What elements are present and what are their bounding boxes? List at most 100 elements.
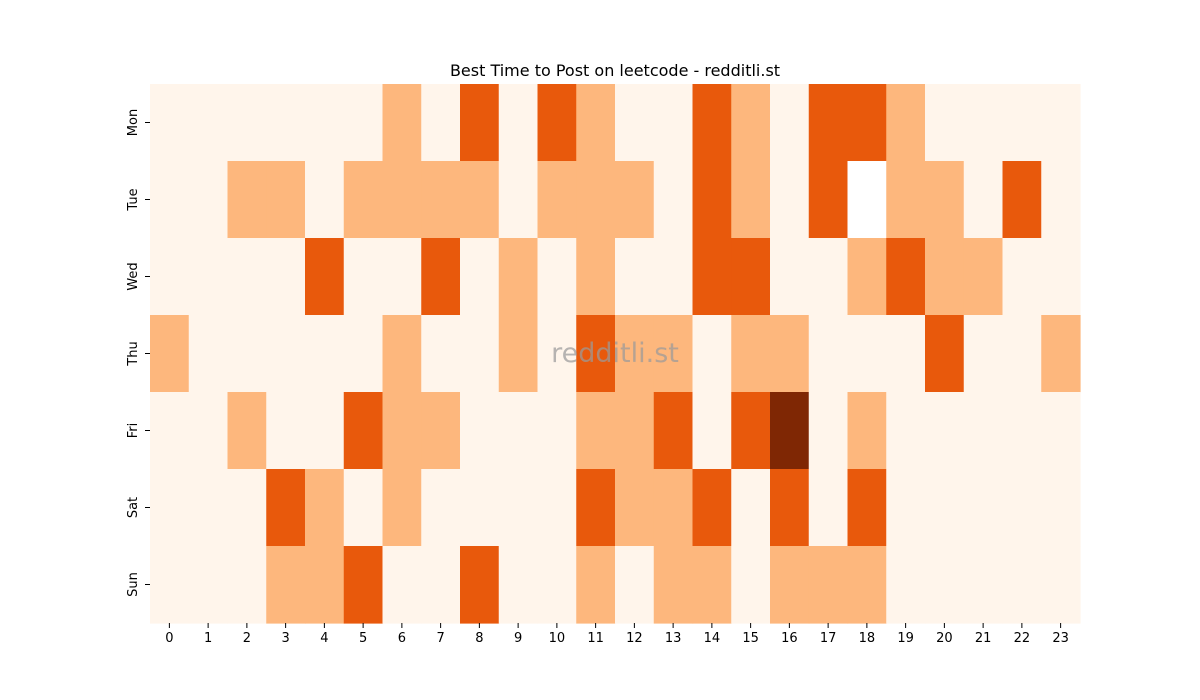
x-tick-label: 2: [243, 631, 251, 646]
heatmap-cell: [770, 161, 810, 239]
heatmap-cell: [770, 84, 810, 162]
heatmap-cell: [847, 546, 887, 624]
heatmap-cell: [498, 161, 539, 239]
heatmap-cell: [227, 161, 267, 239]
heatmap-cell: [731, 315, 771, 393]
x-tick-label: 12: [626, 631, 643, 646]
heatmap-cell: [382, 392, 422, 470]
y-tick-label: Thu: [126, 341, 141, 366]
heatmap-cell: [963, 315, 1004, 393]
heatmap-cell: [421, 392, 461, 470]
heatmap-cell: [305, 546, 345, 624]
heatmap-cell: [382, 469, 422, 547]
heatmap-cell: [460, 546, 500, 624]
heatmap-cell: [537, 469, 577, 547]
heatmap-cell: [886, 315, 926, 393]
heatmap-cell: [421, 84, 461, 162]
heatmap-cell: [498, 469, 539, 547]
heatmap-cell: [615, 238, 655, 316]
x-tick-label: 13: [665, 631, 682, 646]
heatmap-cell: [188, 546, 229, 624]
heatmap-cell: [576, 546, 616, 624]
x-tick-label: 21: [975, 631, 992, 646]
heatmap-cell: [460, 238, 500, 316]
heatmap-cell: [615, 392, 655, 470]
heatmap-cell: [963, 161, 1004, 239]
heatmap-cell: [150, 84, 190, 162]
heatmap-cell: [653, 84, 694, 162]
heatmap-cell: [886, 469, 926, 547]
heatmap-cell: [692, 315, 732, 393]
watermark-text: redditli.st: [551, 338, 679, 369]
y-axis-ticks: Mon Tue Wed Thu Fri Sat Sun: [126, 109, 150, 597]
heatmap-cell: [188, 161, 229, 239]
y-tick-label: Sun: [126, 572, 141, 597]
heatmap-cell: [886, 392, 926, 470]
heatmap-cell: [266, 84, 306, 162]
heatmap-cell: [150, 161, 190, 239]
heatmap-cell: [1002, 161, 1042, 239]
heatmap-cell: [731, 469, 771, 547]
x-tick-label: 14: [704, 631, 721, 646]
heatmap-cell: [188, 469, 229, 547]
heatmap-cell: [421, 161, 461, 239]
heatmap-cell: [770, 238, 810, 316]
heatmap-cell: [963, 84, 1004, 162]
heatmap-cell: [770, 392, 810, 470]
heatmap-cell: [615, 315, 655, 393]
x-tick-label: 17: [820, 631, 837, 646]
heatmap-cell: [808, 238, 849, 316]
heatmap-cell: [731, 238, 771, 316]
heatmap-cell: [731, 546, 771, 624]
heatmap-cell: [460, 161, 500, 239]
heatmap-cell: [576, 469, 616, 547]
heatmap-cell: [343, 392, 384, 470]
heatmap-cell: [963, 469, 1004, 547]
heatmap-cell: [537, 238, 577, 316]
heatmap-cell: [1002, 392, 1042, 470]
heatmap-cell: [615, 84, 655, 162]
heatmap-cell: [227, 315, 267, 393]
heatmap-cell: [886, 546, 926, 624]
heatmap-cell: [808, 469, 849, 547]
heatmap-cell: [266, 469, 306, 547]
heatmap-cell: [460, 84, 500, 162]
x-tick-label: 11: [587, 631, 604, 646]
heatmap-cell: [227, 238, 267, 316]
heatmap-cell: [692, 392, 732, 470]
heatmap-cell: [150, 315, 190, 393]
heatmap-cell: [343, 315, 384, 393]
heatmap-cell: [1041, 546, 1081, 624]
heatmap-cell: [847, 315, 887, 393]
heatmap-cell: [537, 84, 577, 162]
heatmap-cell: [576, 315, 616, 393]
x-tick-label: 3: [281, 631, 289, 646]
heatmap-cell: [343, 546, 384, 624]
heatmap-cell: [421, 238, 461, 316]
heatmap-cell: [1041, 315, 1081, 393]
heatmap-cell: [266, 238, 306, 316]
x-tick-label: 6: [398, 631, 406, 646]
heatmap-cell: [770, 315, 810, 393]
heatmap-cell: [692, 546, 732, 624]
heatmap-cell: [227, 392, 267, 470]
heatmap-cell: [537, 546, 577, 624]
heatmap-cell: [305, 469, 345, 547]
heatmap-cell: [1002, 84, 1042, 162]
heatmap-cell: [963, 392, 1004, 470]
heatmap-cell: [343, 469, 384, 547]
heatmap-cell: [188, 392, 229, 470]
heatmap-cell: [1041, 469, 1081, 547]
heatmap-cell: [421, 315, 461, 393]
heatmap-cell: [266, 392, 306, 470]
heatmap-cell: [460, 469, 500, 547]
heatmap-cell: [1002, 546, 1042, 624]
heatmap-cell: [266, 315, 306, 393]
heatmap-cell: [382, 84, 422, 162]
heatmap-cell: [808, 161, 849, 239]
heatmap-cell: [653, 315, 694, 393]
heatmap-cells: [150, 84, 1081, 624]
y-tick-label: Mon: [126, 109, 141, 136]
heatmap-cell: [343, 238, 384, 316]
heatmap-cell: [653, 469, 694, 547]
